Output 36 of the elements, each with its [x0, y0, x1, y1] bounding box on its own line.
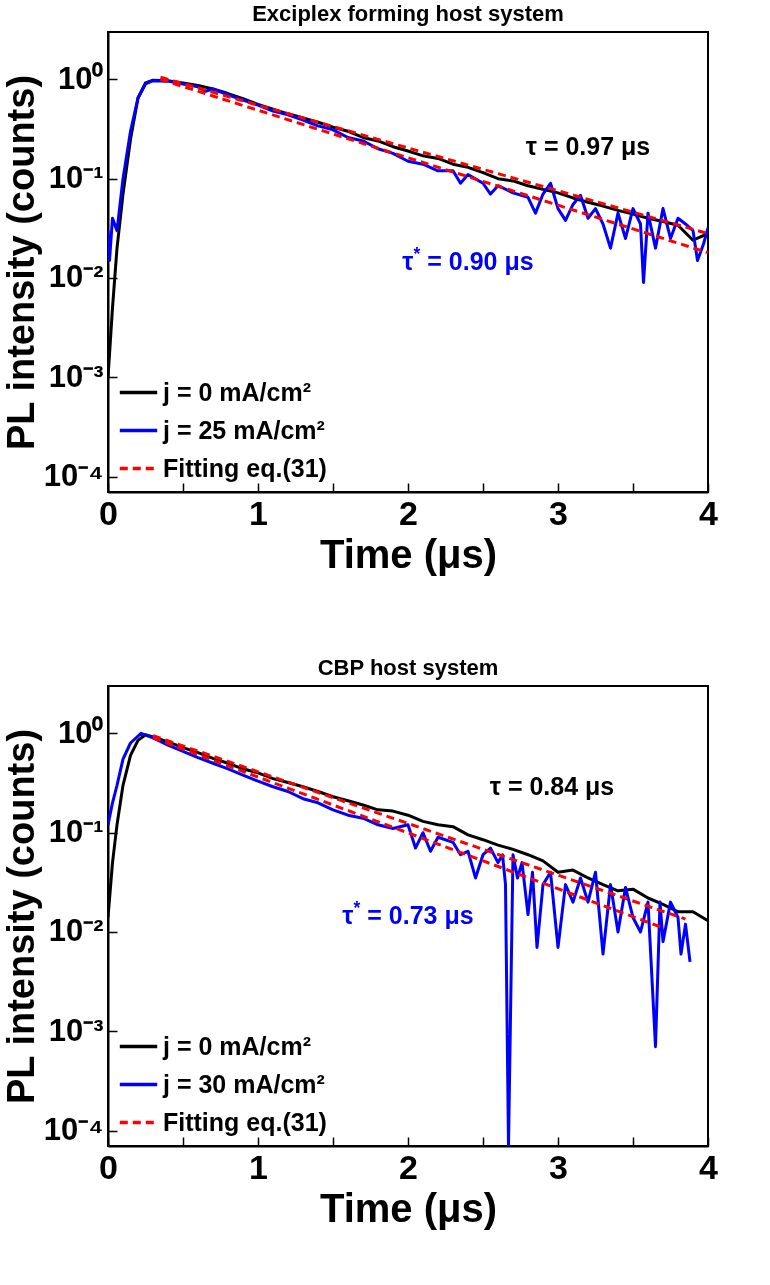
- chart-title: Exciplex forming host system: [252, 1, 564, 26]
- x-tick-label: 0: [99, 493, 118, 532]
- y-tick-label: 10⁻³: [48, 358, 104, 394]
- annotation: τ$^{*}$ = 0.90 μs: [402, 244, 534, 275]
- y-tick-label: 10⁻⁴: [43, 1112, 104, 1148]
- x-tick-label: 1: [249, 493, 268, 532]
- legend-label: Fitting eq.(31): [163, 1107, 327, 1136]
- x-tick-label: 0: [99, 1147, 118, 1186]
- y-tick-label: 10⁻⁴: [43, 458, 104, 494]
- annotation: τ = 0.97 μs: [525, 132, 651, 160]
- y-axis-title: PL intensity (counts): [0, 74, 42, 451]
- x-tick-label: 4: [699, 493, 719, 532]
- x-tick-label: 2: [399, 1147, 418, 1186]
- legend-label: j = 25 mA/cm²: [162, 415, 325, 444]
- legend-label: j = 0 mA/cm²: [162, 1031, 311, 1060]
- x-tick-label: 3: [549, 1147, 568, 1186]
- x-tick-label: 3: [549, 493, 568, 532]
- chart-title: CBP host system: [317, 655, 499, 680]
- y-tick-label: 10⁰: [58, 714, 104, 750]
- y-tick-label: 10⁻¹: [48, 160, 104, 196]
- x-tick-label: 2: [399, 493, 418, 532]
- x-axis-title: Time (μs): [319, 1185, 498, 1230]
- y-tick-label: 10⁻¹: [48, 814, 104, 850]
- x-axis-title: Time (μs): [319, 531, 498, 576]
- y-tick-label: 10⁻²: [48, 913, 104, 949]
- legend-label: Fitting eq.(31): [163, 453, 327, 482]
- y-tick-label: 10⁰: [58, 60, 104, 96]
- y-axis-title: PL intensity (counts): [0, 728, 42, 1105]
- annotation: τ = 0.84 μs: [489, 772, 615, 801]
- y-tick-label: 10⁻²: [48, 259, 104, 295]
- x-tick-label: 4: [699, 1147, 719, 1186]
- x-tick-label: 1: [249, 1147, 268, 1186]
- legend-label: j = 0 mA/cm²: [162, 377, 311, 406]
- y-tick-label: 10⁻³: [48, 1012, 104, 1048]
- annotation: τ$^{*}$ = 0.73 μs: [342, 898, 474, 929]
- legend-label: j = 30 mA/cm²: [162, 1069, 325, 1098]
